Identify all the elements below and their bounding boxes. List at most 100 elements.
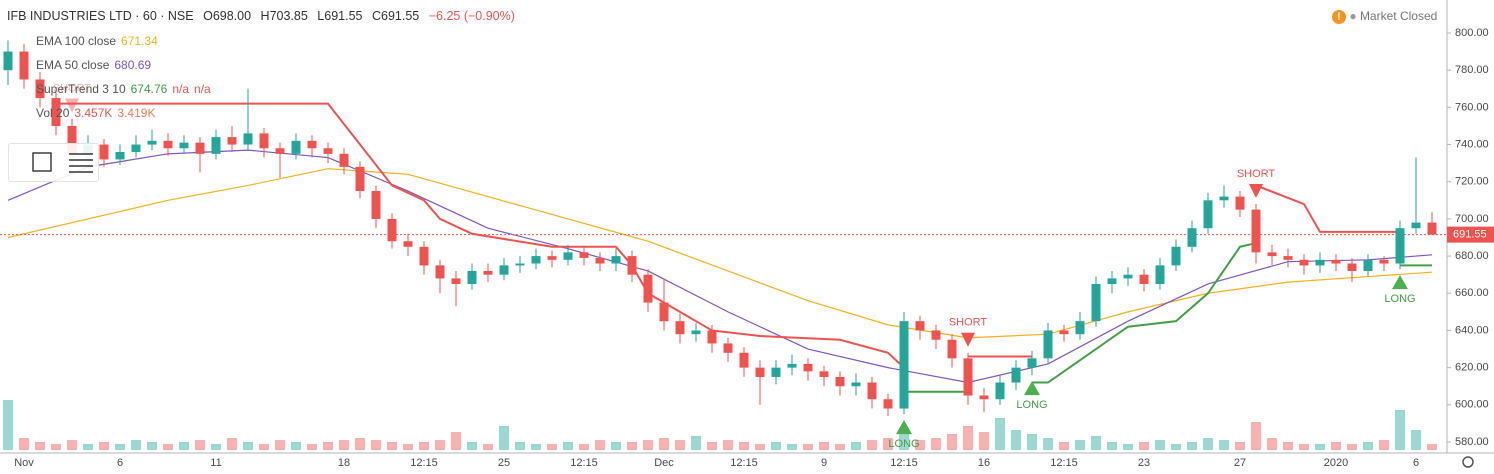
candle-body <box>195 142 205 154</box>
volume-bar <box>19 438 29 450</box>
volume-bar <box>1011 430 1021 450</box>
volume-bar <box>227 438 237 450</box>
x-tick-label: 12:15 <box>1050 457 1078 469</box>
candle-body <box>1187 228 1197 247</box>
candle-body <box>1379 259 1389 264</box>
legend-value: 680.69 <box>114 58 152 72</box>
candle-body <box>1091 283 1101 322</box>
legend-supertrend[interactable]: SuperTrend 3 10 674.76 n/a n/a <box>36 80 216 104</box>
signal-label: LONG <box>1384 293 1415 305</box>
candle-body <box>163 140 173 149</box>
candle-body <box>1347 263 1357 271</box>
x-tick-label: Dec <box>654 457 674 469</box>
x-tick-label: 23 <box>1138 457 1150 469</box>
volume-bar <box>979 432 989 450</box>
volume-bar <box>771 442 781 450</box>
short-arrow <box>1249 184 1263 199</box>
volume-bar <box>1155 440 1165 450</box>
candle-body <box>419 246 429 266</box>
candle-body <box>1139 274 1149 284</box>
volume-bar <box>851 442 861 450</box>
candle-body <box>979 395 989 400</box>
x-tick-label: 6 <box>117 457 123 469</box>
candle-body <box>3 51 13 71</box>
volume-bar <box>1027 434 1037 450</box>
x-tick-label: 12:15 <box>570 457 598 469</box>
volume-bar <box>1379 440 1389 450</box>
volume-bar <box>1107 442 1117 450</box>
candle-body <box>1427 222 1437 235</box>
short-arrow <box>65 98 79 113</box>
legend-ema50[interactable]: EMA 50 close 680.69 <box>36 56 216 80</box>
long-arrow <box>1024 381 1040 396</box>
candle-body <box>323 148 333 154</box>
y-tick-label: 720.00 <box>1455 176 1489 188</box>
ema-line <box>7 168 1433 339</box>
volume-bar <box>307 444 317 450</box>
candle-body <box>403 241 413 247</box>
volume-bar <box>499 426 509 450</box>
candle-body <box>1299 259 1309 266</box>
y-tick-label: 780.00 <box>1455 64 1489 76</box>
legend-volume[interactable]: Vol 20 3.457K 3.419K <box>36 104 216 128</box>
volume-bar <box>243 442 253 450</box>
volume-bar <box>659 438 669 450</box>
volume-bar <box>531 444 541 450</box>
legend-value: n/a <box>172 82 190 96</box>
candle-body <box>1155 265 1165 284</box>
settings-icon[interactable] <box>1462 456 1474 468</box>
volume-bar <box>99 442 109 450</box>
candle-body <box>1363 259 1373 271</box>
volume-bar <box>707 442 717 450</box>
candle-body <box>515 263 525 266</box>
candle-body <box>227 137 237 145</box>
candle-body <box>947 339 957 359</box>
candle-body <box>1267 252 1277 257</box>
volume-bar <box>1235 442 1245 450</box>
candle-body <box>291 140 301 154</box>
volume-bar <box>451 432 461 450</box>
candle-body <box>275 148 285 154</box>
volume-bar <box>1171 444 1181 450</box>
candle-body <box>707 330 717 344</box>
candle-body <box>963 358 973 396</box>
volume-bar <box>1187 442 1197 450</box>
volume-bar <box>643 440 653 450</box>
lines-tool[interactable] <box>69 153 93 173</box>
drawing-toolbar <box>8 143 99 182</box>
legend-value: 671.34 <box>121 34 158 48</box>
volume-bar <box>787 444 797 450</box>
volume-bar <box>1315 444 1325 450</box>
volume-bar <box>355 438 365 450</box>
volume-bar <box>147 442 157 450</box>
candle-body <box>787 363 797 368</box>
volume-bar <box>67 440 77 450</box>
x-tick-label: 12:15 <box>410 457 438 469</box>
x-tick-label: 12:15 <box>730 457 758 469</box>
volume-bar <box>483 444 493 450</box>
price-tag <box>1447 226 1494 243</box>
candle-body <box>1027 358 1037 368</box>
candle-body <box>851 382 861 387</box>
volume-bar <box>163 444 173 450</box>
candle-body <box>115 151 125 160</box>
legend-ema100[interactable]: EMA 100 close 671.34 <box>36 32 216 56</box>
volume-bar <box>1123 444 1133 450</box>
legend-value: 3.419K <box>117 106 156 120</box>
candle-body <box>147 140 157 145</box>
candle-body <box>1203 200 1213 229</box>
volume-bar <box>867 440 877 450</box>
candle-body <box>355 166 365 192</box>
volume-bar <box>1075 440 1085 450</box>
ohlc-high: H703.85 <box>260 9 308 23</box>
rectangle-tool[interactable] <box>32 152 52 172</box>
volume-bar <box>1091 436 1101 450</box>
candle-body <box>131 144 141 152</box>
candle-body <box>211 137 221 154</box>
volume-bar <box>1331 442 1341 450</box>
candle-body <box>1331 259 1341 264</box>
volume-bar <box>179 442 189 450</box>
volume-bar <box>563 442 573 450</box>
signal-label: SHORT <box>53 82 92 94</box>
